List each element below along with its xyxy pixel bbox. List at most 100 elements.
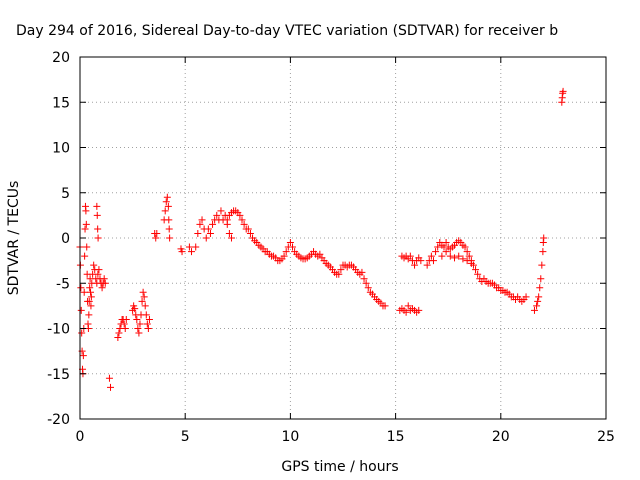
y-tick-label: -10 xyxy=(47,322,70,338)
data-point xyxy=(136,320,144,328)
data-point xyxy=(144,325,152,332)
data-point xyxy=(100,275,108,283)
data-point xyxy=(82,207,90,215)
x-tick-label: 15 xyxy=(387,429,405,445)
y-axis-title: SDTVAR / TECUs xyxy=(6,181,22,296)
data-point xyxy=(533,302,541,310)
data-point xyxy=(316,250,324,258)
data-point xyxy=(165,225,173,233)
data-point xyxy=(217,207,225,215)
data-point xyxy=(135,329,143,337)
data-point xyxy=(94,270,102,278)
data-point xyxy=(213,211,221,219)
data-point xyxy=(114,334,122,342)
grid-lines xyxy=(80,57,606,419)
data-point xyxy=(107,383,115,391)
data-point xyxy=(194,229,202,237)
data-point xyxy=(115,329,123,337)
data-point xyxy=(474,270,482,278)
data-points xyxy=(76,87,567,391)
data-point xyxy=(225,229,233,237)
data-point xyxy=(90,261,98,269)
data-point xyxy=(79,352,87,360)
data-point xyxy=(337,266,345,274)
data-point xyxy=(411,261,419,269)
data-point xyxy=(93,202,101,210)
x-tick-label: 5 xyxy=(181,429,190,445)
data-point xyxy=(81,252,89,260)
y-tick-label: -5 xyxy=(56,276,70,292)
data-point xyxy=(223,216,231,224)
data-point xyxy=(360,275,368,283)
data-point xyxy=(121,325,129,332)
data-point xyxy=(362,279,370,287)
data-point xyxy=(139,288,147,296)
data-point xyxy=(406,252,414,260)
data-point xyxy=(227,234,235,242)
data-point xyxy=(559,87,567,95)
data-point xyxy=(101,279,109,287)
y-tick-label: 0 xyxy=(61,231,70,247)
y-tick-label: 15 xyxy=(52,95,70,111)
data-point xyxy=(153,229,161,237)
y-tick-label: -15 xyxy=(47,367,70,383)
data-point xyxy=(87,293,95,301)
data-point xyxy=(202,234,210,242)
data-point xyxy=(415,306,423,314)
data-point xyxy=(105,374,113,382)
data-point xyxy=(94,225,102,233)
data-point xyxy=(427,252,435,260)
data-point xyxy=(404,302,412,310)
axis-ticks: 0 5 10 15 20 25 -20 -15 -10 -5 0 5 10 15 20 xyxy=(47,50,615,445)
data-point xyxy=(178,248,186,256)
data-point xyxy=(238,216,246,224)
data-point xyxy=(459,255,467,263)
data-point xyxy=(442,239,450,247)
data-point xyxy=(446,252,454,260)
data-point xyxy=(282,248,290,256)
data-point xyxy=(280,252,288,260)
data-point xyxy=(87,302,95,310)
data-point xyxy=(465,252,473,260)
data-point xyxy=(81,225,89,233)
y-tick-label: -20 xyxy=(47,412,70,428)
data-point xyxy=(534,297,542,305)
data-point xyxy=(161,207,169,215)
data-point xyxy=(381,302,389,310)
data-point xyxy=(87,288,95,296)
data-point xyxy=(335,270,343,278)
data-point xyxy=(434,243,442,251)
data-point xyxy=(83,243,91,251)
data-point xyxy=(141,302,149,310)
x-tick-label: 20 xyxy=(492,429,510,445)
data-point xyxy=(209,220,217,228)
data-point xyxy=(93,211,101,219)
data-point xyxy=(163,193,171,201)
data-point xyxy=(536,284,544,292)
data-point xyxy=(522,293,530,301)
data-point xyxy=(364,284,372,292)
data-point xyxy=(120,320,128,328)
data-point xyxy=(236,211,244,219)
data-point xyxy=(166,234,174,242)
data-point xyxy=(463,257,471,265)
data-point xyxy=(472,266,480,274)
data-point xyxy=(206,229,214,237)
data-point xyxy=(198,216,206,224)
y-tick-label: 5 xyxy=(61,186,70,202)
data-point xyxy=(402,308,410,316)
data-point xyxy=(455,252,463,260)
data-point xyxy=(539,248,547,256)
data-point xyxy=(204,225,212,233)
data-point xyxy=(77,284,85,292)
data-point xyxy=(85,311,93,319)
data-point xyxy=(165,216,173,224)
data-point xyxy=(246,229,254,237)
data-point xyxy=(417,257,425,265)
data-point xyxy=(432,248,440,256)
data-point xyxy=(84,325,92,332)
data-point xyxy=(289,243,297,251)
data-point xyxy=(86,284,94,292)
